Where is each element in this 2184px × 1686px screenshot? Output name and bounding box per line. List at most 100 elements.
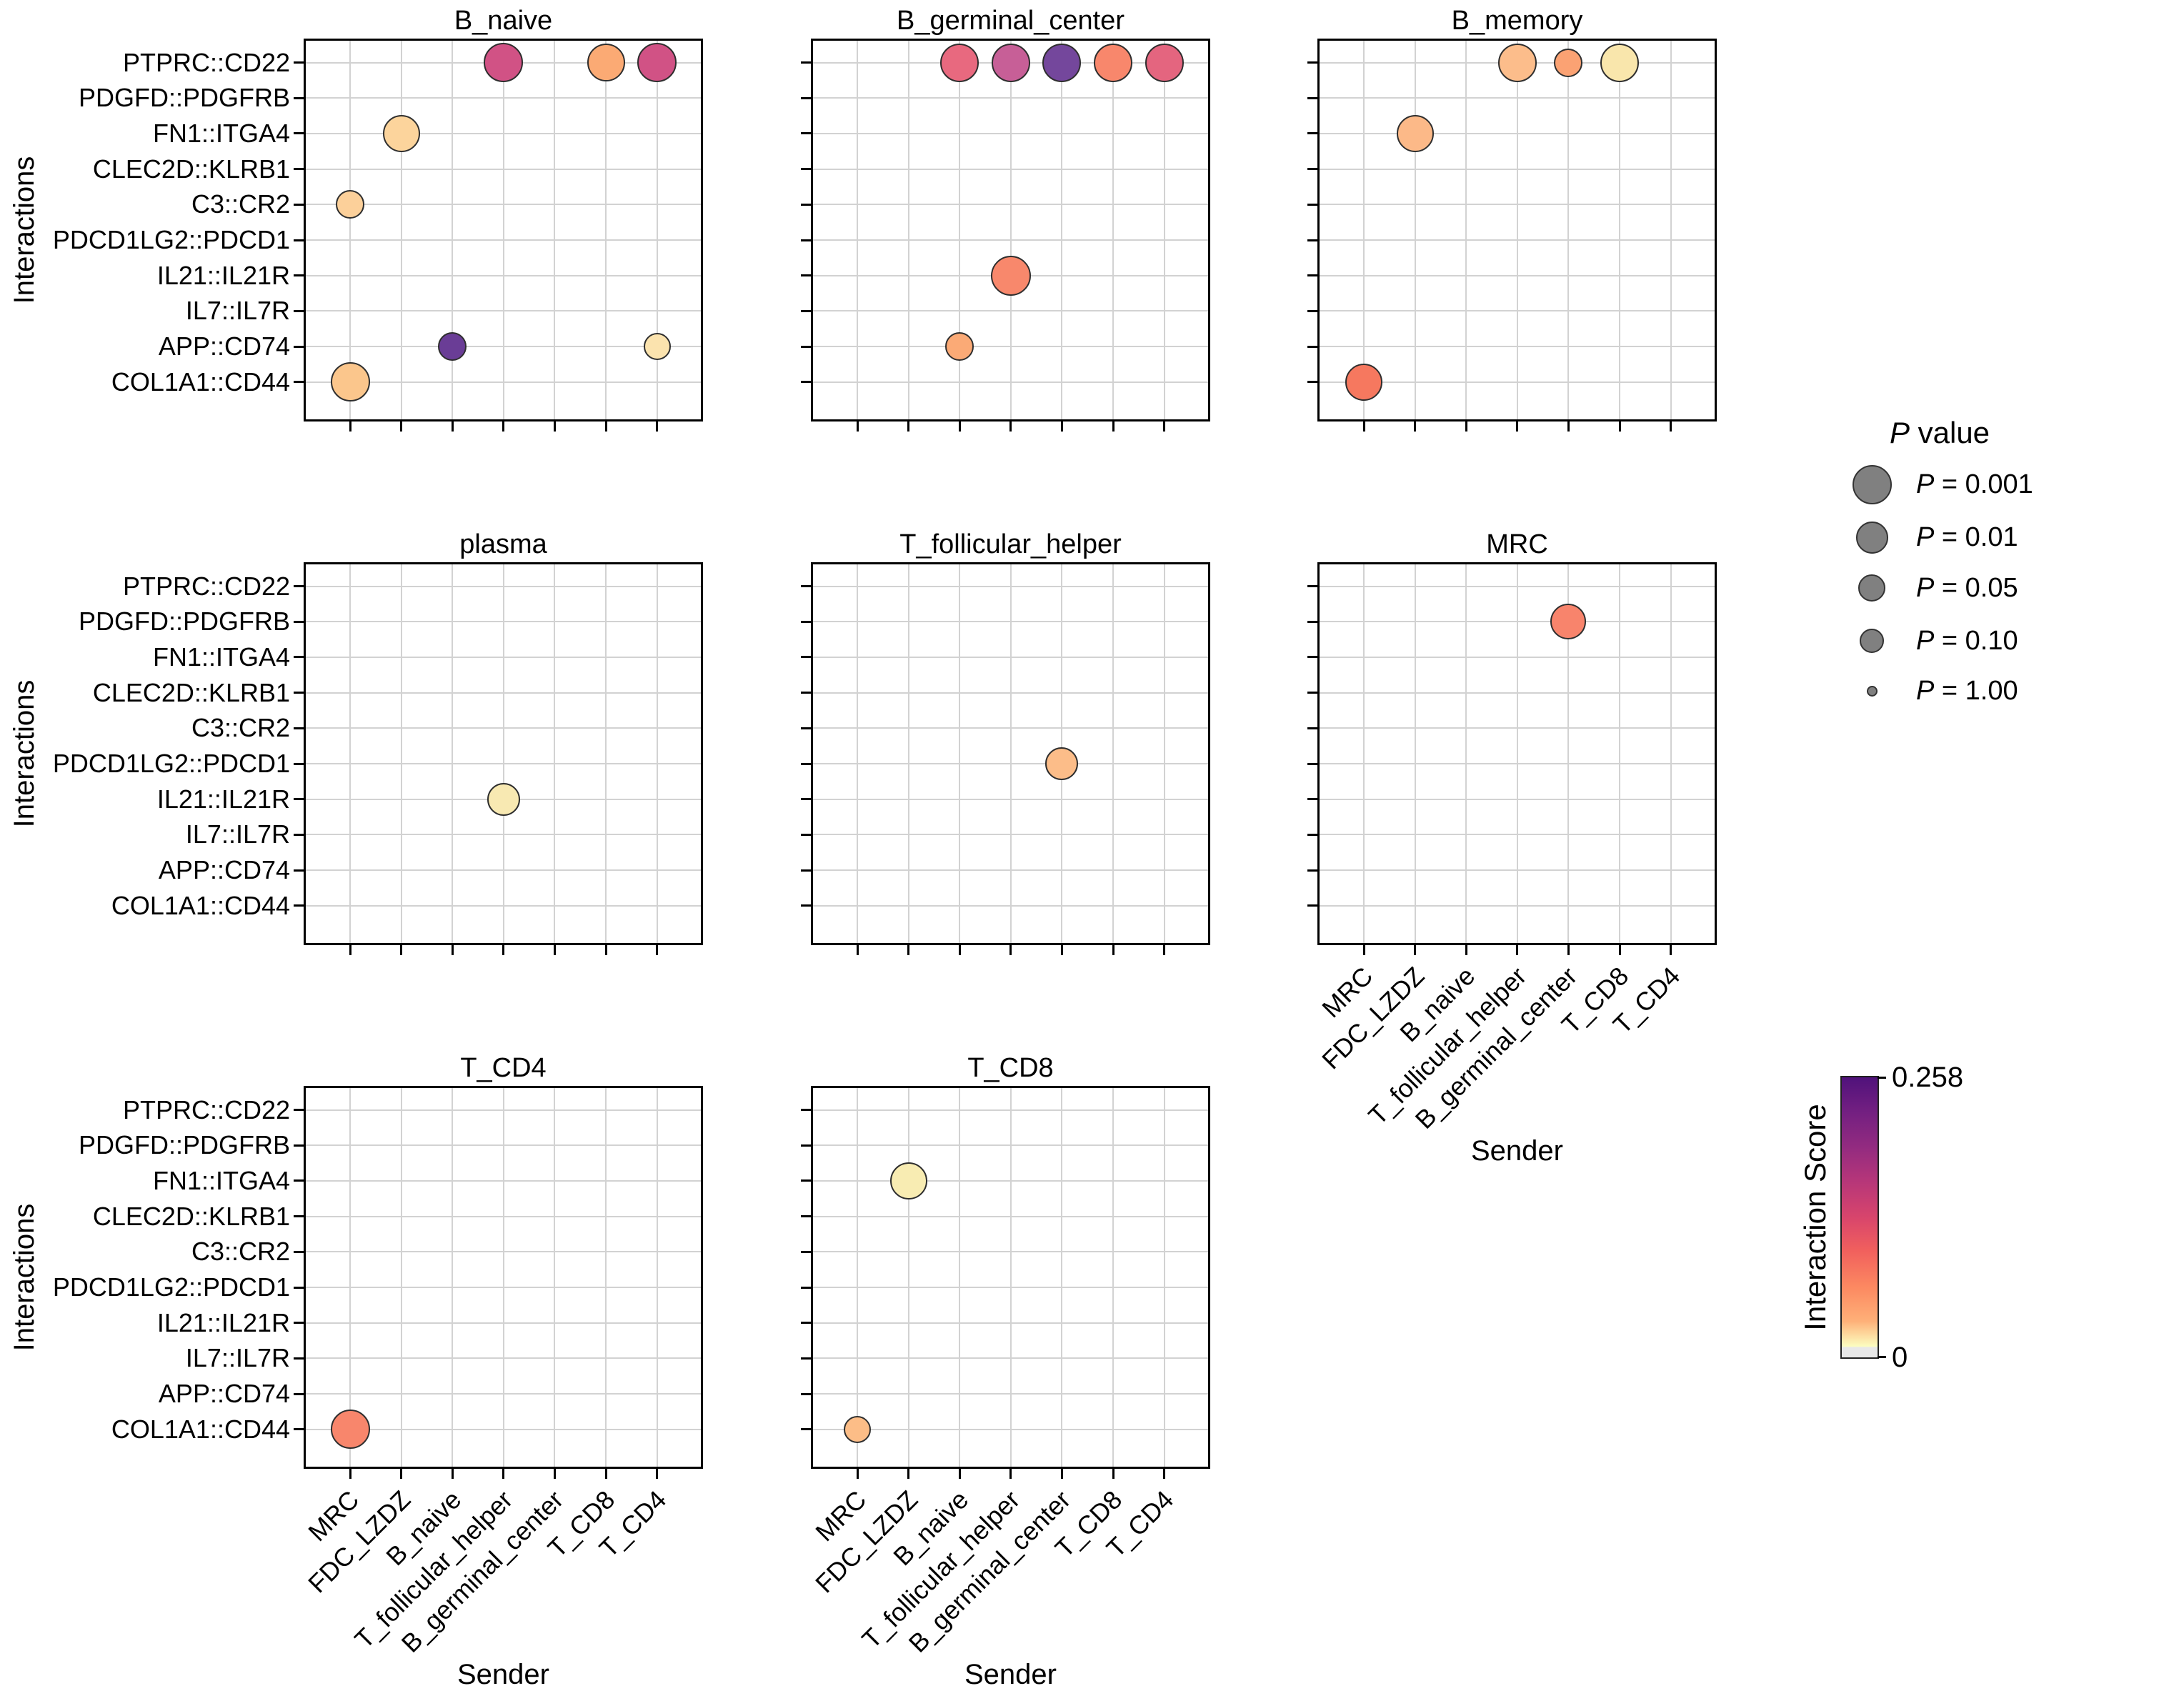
gridline-vertical xyxy=(1619,564,1620,943)
pvalue-legend-circle-0 xyxy=(1852,464,1892,504)
pvalue-legend-circle-1 xyxy=(1855,521,1888,554)
dot-B_naive-APP::CD74-T_CD4 xyxy=(643,333,671,361)
y-tickmark xyxy=(801,96,811,99)
gridline-vertical xyxy=(605,1088,607,1467)
dot-MRC-PDGFD::PDGFRB-B_germinal_center xyxy=(1550,604,1587,640)
gridline-vertical xyxy=(605,564,607,943)
x-tickmark xyxy=(1618,945,1621,955)
ytick-label-IL21::IL21R: IL21::IL21R xyxy=(156,784,290,814)
gridline-horizontal xyxy=(306,1287,701,1288)
gridline-horizontal xyxy=(813,904,1208,907)
y-tickmark xyxy=(801,833,811,836)
pvalue-legend-circle-2 xyxy=(1858,574,1885,602)
y-axis-title-interactions: Interactions xyxy=(9,1203,40,1352)
y-tickmark xyxy=(801,1179,811,1182)
gridline-horizontal xyxy=(813,869,1208,872)
y-tickmark xyxy=(294,833,304,836)
dot-B_memory-PTPRC::CD22-T_CD8 xyxy=(1600,43,1639,82)
x-tickmark xyxy=(1362,422,1365,432)
ytick-label-FN1::ITGA4: FN1::ITGA4 xyxy=(152,1165,290,1195)
facet-title-B_naive: B_naive xyxy=(454,6,553,36)
pvalue-legend-title: P value xyxy=(1833,416,2047,450)
gridline-horizontal xyxy=(1320,239,1715,241)
gridline-horizontal xyxy=(306,239,701,241)
x-tickmark xyxy=(349,422,351,432)
gridline-vertical xyxy=(959,1088,961,1467)
x-tickmark xyxy=(1362,945,1365,955)
y-tickmark xyxy=(294,1428,304,1431)
gridline-vertical xyxy=(502,564,504,943)
gridline-horizontal xyxy=(1320,310,1715,312)
gridline-horizontal xyxy=(306,1322,701,1324)
y-tickmark xyxy=(294,239,304,241)
y-tickmark xyxy=(294,762,304,765)
gridline-horizontal xyxy=(1320,621,1715,623)
x-tickmark xyxy=(553,945,556,955)
y-tickmark xyxy=(294,1286,304,1289)
pvalue-label-italic-p: P xyxy=(1916,469,1935,499)
gridline-horizontal xyxy=(306,763,701,764)
gridline-horizontal xyxy=(306,1251,701,1253)
gridline-vertical xyxy=(1363,564,1365,943)
gridline-horizontal xyxy=(813,656,1208,658)
x-tickmark xyxy=(1567,945,1570,955)
gridline-horizontal xyxy=(813,310,1208,312)
gridline-horizontal xyxy=(306,274,701,276)
gridline-horizontal xyxy=(813,204,1208,206)
y-tickmark xyxy=(1307,309,1317,312)
dot-B_naive-C3::CR2-MRC xyxy=(336,190,364,219)
gridline-horizontal xyxy=(306,381,701,383)
y-tickmark xyxy=(294,345,304,348)
gridline-vertical xyxy=(656,41,658,419)
gridline-vertical xyxy=(1465,41,1467,419)
colorbar-tick-min xyxy=(1878,1356,1886,1358)
y-tickmark xyxy=(801,762,811,765)
y-tickmark xyxy=(801,656,811,659)
gridline-vertical xyxy=(554,41,556,419)
colorbar-max-label: 0.258 xyxy=(1892,1062,1964,1093)
x-tickmark xyxy=(502,422,505,432)
gridline-horizontal xyxy=(813,763,1208,764)
y-tickmark xyxy=(801,727,811,729)
gridline-vertical xyxy=(349,564,351,943)
gridline-horizontal xyxy=(306,204,701,206)
x-tickmark xyxy=(856,1469,859,1479)
dot-B_naive-APP::CD74-B_naive xyxy=(438,332,467,361)
ytick-label-APP::CD74: APP::CD74 xyxy=(158,331,290,361)
ytick-label-IL7::IL7R: IL7::IL7R xyxy=(185,1343,290,1373)
gridline-vertical xyxy=(554,1088,556,1467)
facet-panel-B_naive xyxy=(304,39,703,422)
gridline-horizontal xyxy=(306,1393,701,1395)
y-tickmark xyxy=(801,1144,811,1147)
gridline-horizontal xyxy=(1320,97,1715,99)
y-tickmark xyxy=(294,381,304,384)
ytick-label-PDCD1LG2::PDCD1: PDCD1LG2::PDCD1 xyxy=(52,225,290,254)
pvalue-legend-label-0: P = 0.001 xyxy=(1916,469,2033,499)
dot-B_memory-PTPRC::CD22-B_germinal_center xyxy=(1554,48,1583,77)
x-tickmark xyxy=(604,1469,607,1479)
gridline-vertical xyxy=(1465,564,1467,943)
x-tickmark xyxy=(604,422,607,432)
gridline-horizontal xyxy=(1320,904,1715,907)
ytick-label-IL7::IL7R: IL7::IL7R xyxy=(185,819,290,849)
x-tickmark xyxy=(656,422,659,432)
x-tickmark xyxy=(604,945,607,955)
gridline-horizontal xyxy=(306,168,701,170)
gridline-vertical xyxy=(1670,564,1672,943)
y-tickmark xyxy=(801,203,811,206)
y-tickmark xyxy=(801,381,811,384)
y-tickmark xyxy=(294,620,304,623)
ytick-label-C3::CR2: C3::CR2 xyxy=(191,189,290,219)
dot-B_germinal_center-APP::CD74-B_naive xyxy=(945,332,974,361)
gridline-horizontal xyxy=(813,798,1208,800)
gridline-vertical xyxy=(857,564,858,943)
gridline-vertical xyxy=(1112,1088,1114,1467)
y-tickmark xyxy=(294,1392,304,1395)
x-tickmark xyxy=(1163,422,1166,432)
y-tickmark xyxy=(801,1322,811,1325)
x-tickmark xyxy=(1060,422,1063,432)
y-tickmark xyxy=(801,1428,811,1431)
gridline-vertical xyxy=(400,1088,402,1467)
gridline-vertical xyxy=(1516,564,1518,943)
